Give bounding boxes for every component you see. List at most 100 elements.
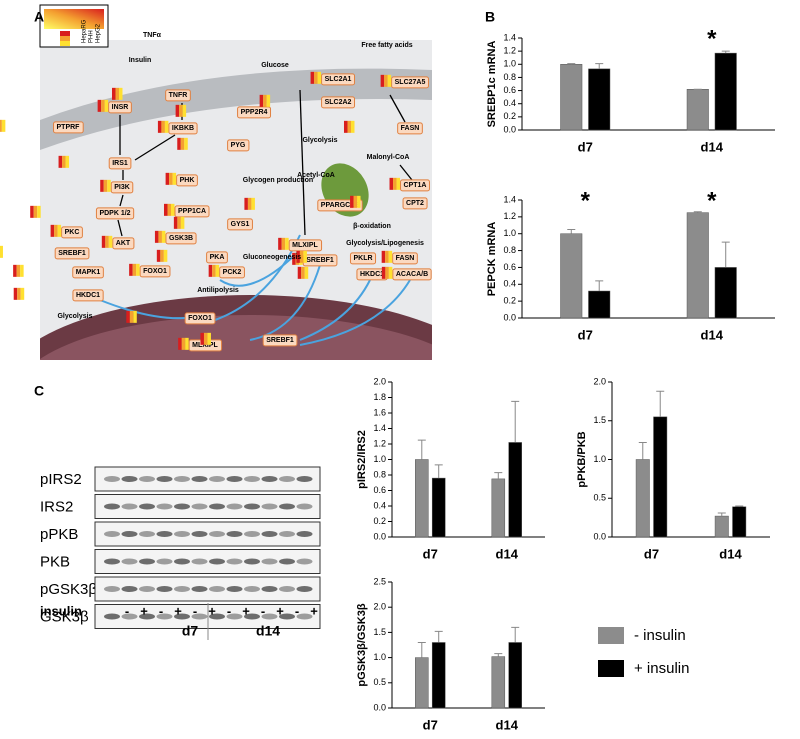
heat-cell: [251, 197, 255, 210]
annotation: *: [707, 187, 717, 214]
y-tick-label: 2.0: [593, 376, 606, 386]
node-label: FOXO1: [143, 268, 167, 275]
heat-cell: [380, 74, 385, 87]
heat-cell: [296, 250, 300, 263]
heat-cell: [317, 71, 322, 84]
node-box: [108, 101, 132, 114]
node-label: PYG: [231, 142, 246, 149]
bar: [431, 477, 446, 538]
heat-cell: [97, 99, 102, 112]
x-tick-label: d14: [496, 717, 519, 732]
y-tick-label: 0.2: [503, 296, 516, 306]
heat-cell: [101, 99, 105, 112]
node-box: [237, 106, 272, 119]
heat-cell: [115, 87, 119, 100]
y-tick-label: 1.0: [503, 228, 516, 238]
node-box: [174, 205, 210, 218]
node-label: PDPK 1/2: [99, 210, 130, 217]
blot-sign: +: [140, 603, 148, 618]
blot-band: [139, 476, 155, 482]
node-box: [168, 122, 198, 135]
heat-cell: [389, 177, 394, 190]
heat-cell: [105, 235, 109, 248]
bar: [686, 89, 709, 131]
error-bar: [434, 630, 443, 643]
blot-sign: -: [295, 603, 299, 618]
error-bar: [735, 505, 744, 507]
heat-cell: [381, 266, 386, 279]
bar: [714, 515, 729, 538]
pathway-lines: [117, 89, 413, 237]
legend-label: - insulin: [634, 627, 686, 644]
heat-cell: [244, 197, 248, 210]
heat-cell: [62, 155, 66, 168]
y-tick-label: 1.2: [503, 46, 516, 56]
key-cell: [60, 36, 70, 41]
blot-band: [121, 531, 138, 537]
heat-cell: [58, 155, 63, 168]
node-box: [184, 312, 216, 325]
blot-band: [209, 558, 225, 565]
error-bar: [717, 512, 726, 517]
key-cell: [60, 31, 70, 36]
key-label: HepaRG: [82, 19, 88, 43]
blot-band: [261, 503, 278, 510]
blot-band: [121, 586, 138, 592]
pathway-note: TNFα: [143, 32, 162, 39]
pathway-note: Glycolysis/Lipogenesis: [346, 240, 424, 247]
blot-treatment: insulin: [40, 603, 82, 618]
node-box: [108, 157, 132, 170]
node-box: [110, 181, 134, 194]
node-box: [400, 179, 430, 192]
error-bar: [693, 211, 702, 213]
y-tick-label: 1.0: [503, 59, 516, 69]
heat-cell: [207, 332, 211, 345]
heat-cell: [292, 252, 296, 265]
heat-cell: [314, 71, 318, 84]
node-box: [165, 89, 191, 102]
heat-cell: [212, 264, 216, 277]
blot-band: [261, 531, 278, 537]
node-label: ACACA/B: [396, 271, 428, 278]
node-box: [72, 289, 104, 302]
blot-band: [279, 503, 295, 510]
pathway-panel: [40, 40, 432, 360]
heat-cell: [297, 266, 302, 279]
heat-cell: [160, 249, 164, 262]
key-gradient: [44, 9, 104, 29]
heat-cell: [17, 287, 21, 300]
error-bar: [656, 390, 665, 417]
bar: [560, 233, 583, 319]
heat-cell: [161, 120, 165, 133]
y-tick-label: 2.0: [373, 376, 386, 386]
blot-band: [121, 558, 138, 565]
blot-band: [104, 613, 120, 620]
heat-cell: [13, 287, 18, 300]
heat-cell: [0, 245, 3, 258]
pathway-note: β-oxidation: [353, 223, 391, 230]
bar: [415, 459, 429, 538]
legend-swatch: [598, 627, 624, 644]
heat-cell: [182, 104, 187, 117]
node-box: [392, 268, 432, 281]
blot-band: [174, 531, 190, 537]
blot-band: [226, 586, 243, 592]
heat-cell: [163, 203, 168, 216]
node-label: FOXO1: [188, 315, 212, 322]
blot-band: [226, 503, 243, 510]
blot-band: [279, 586, 295, 592]
blot-band: [279, 476, 295, 482]
bar: [732, 506, 747, 538]
key-cell: [60, 41, 70, 46]
blot-sign: -: [261, 603, 265, 618]
pathway-note: Antilipolysis: [197, 287, 239, 294]
y-tick-label: 0.0: [503, 312, 516, 322]
node-label: INSR: [112, 104, 129, 111]
heat-cell: [343, 120, 348, 133]
blot-band: [244, 503, 260, 510]
node-label: MLXIPL: [292, 242, 318, 249]
blot-sign: -: [193, 603, 197, 618]
bar: [431, 642, 446, 709]
blot-band: [139, 558, 155, 565]
